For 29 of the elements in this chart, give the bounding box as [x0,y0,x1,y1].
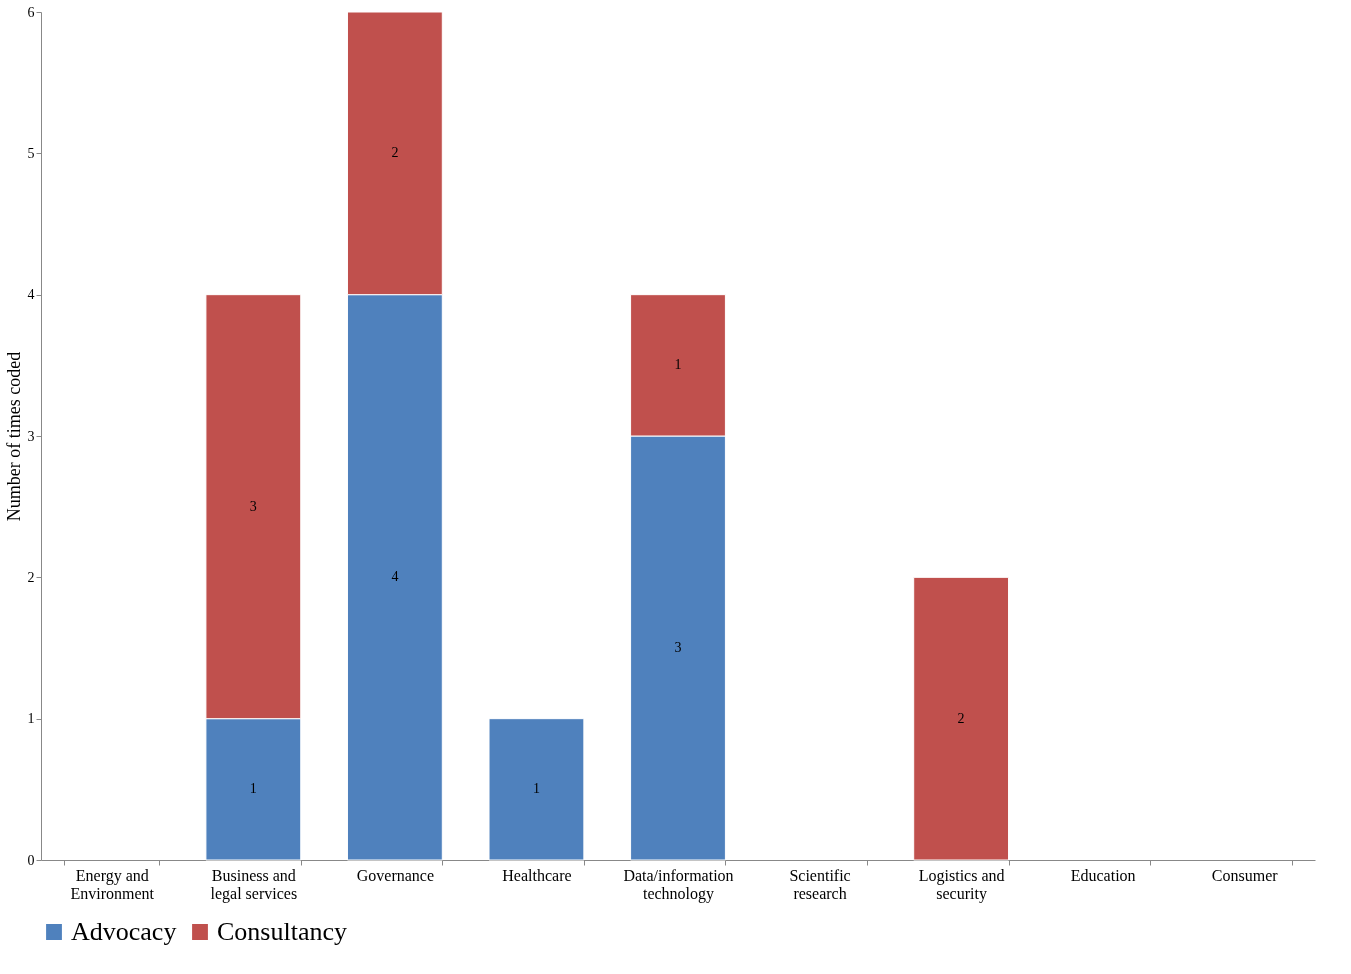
y-tick-label: 4 [27,287,35,303]
data-label: 4 [391,569,399,585]
data-label: 2 [391,145,399,161]
x-tick-label: Consumer [1211,866,1279,884]
legend-label: Advocacy [71,917,177,946]
x-tick-label: Logistics and security [918,866,1005,903]
y-tick-label: 5 [27,145,35,161]
x-tick-label: Scientific research [789,866,851,902]
bar [488,718,585,861]
y-tick-label: 3 [27,428,35,444]
x-tick-label: Governance [356,866,435,884]
data-label: 1 [249,781,257,797]
bar [913,576,1010,861]
data-label: 3 [674,640,682,655]
data-label: 1 [674,357,682,373]
x-tick-label: Data/information technology [623,866,734,903]
legend-label: Consultancy [217,917,347,946]
x-tick-label: Healthcare [502,866,572,884]
y-tick-label: 6 [27,4,35,20]
y-tick-label: 1 [27,711,35,727]
x-tick-label: Energy and Environment [70,866,155,902]
data-label: 1 [532,781,540,797]
y-axis-title: Number of times coded [3,351,24,522]
y-tick-label: 2 [27,569,35,585]
data-label: 2 [957,710,965,726]
x-tick-label: Education [1070,866,1136,884]
data-label: 3 [249,498,257,514]
y-tick-label: 0 [27,852,35,868]
x-tick-label: Business and legal services [210,866,298,903]
